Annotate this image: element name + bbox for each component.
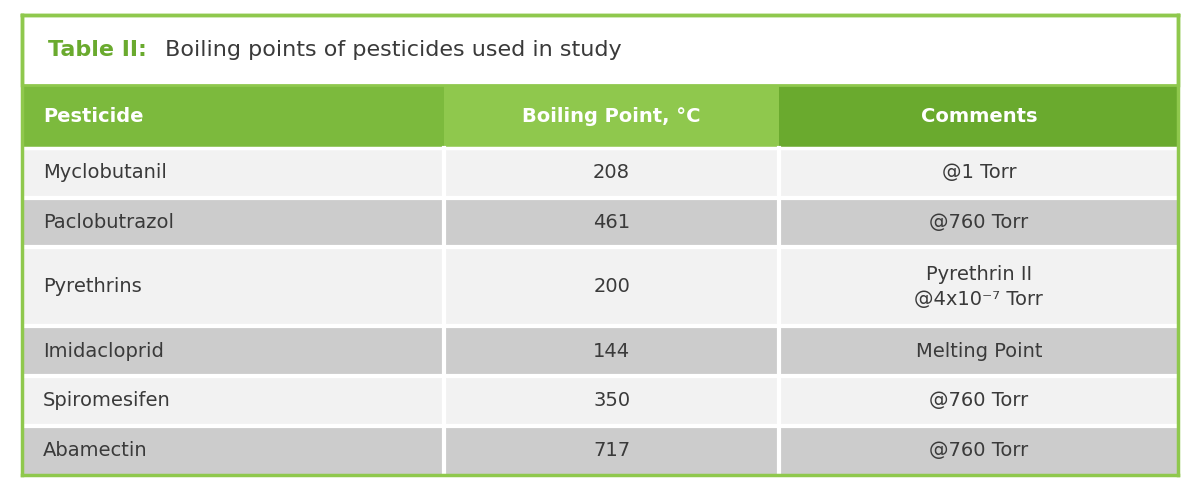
Text: 461: 461: [593, 213, 630, 232]
Bar: [22, 148, 1178, 197]
Bar: [22, 326, 1178, 376]
Text: Imidacloprid: Imidacloprid: [43, 342, 164, 361]
Text: Boiling points of pesticides used in study: Boiling points of pesticides used in stu…: [158, 40, 622, 60]
Text: Melting Point: Melting Point: [916, 342, 1042, 361]
Text: @760 Torr: @760 Torr: [929, 213, 1028, 232]
Text: Pyrethrins: Pyrethrins: [43, 277, 142, 296]
Text: Comments: Comments: [920, 107, 1037, 126]
Text: Table II:: Table II:: [48, 40, 146, 60]
Text: Myclobutanil: Myclobutanil: [43, 163, 167, 182]
Text: Pyrethrin II
@4x10⁻⁷ Torr: Pyrethrin II @4x10⁻⁷ Torr: [914, 265, 1043, 309]
Bar: [22, 247, 1178, 326]
Text: @1 Torr: @1 Torr: [942, 163, 1016, 182]
Text: 200: 200: [593, 277, 630, 296]
Text: Pesticide: Pesticide: [43, 107, 144, 126]
Text: 208: 208: [593, 163, 630, 182]
Text: 144: 144: [593, 342, 630, 361]
Text: @760 Torr: @760 Torr: [929, 441, 1028, 460]
Text: Paclobutrazol: Paclobutrazol: [43, 213, 174, 232]
Bar: [444, 85, 779, 148]
Text: 350: 350: [593, 392, 630, 410]
Bar: [22, 376, 1178, 426]
Bar: [22, 85, 444, 148]
Bar: [779, 85, 1178, 148]
Text: @760 Torr: @760 Torr: [929, 392, 1028, 410]
Text: 717: 717: [593, 441, 630, 460]
Bar: [22, 426, 1178, 475]
Bar: [22, 197, 1178, 247]
Text: Boiling Point, °C: Boiling Point, °C: [522, 107, 701, 126]
Text: Spiromesifen: Spiromesifen: [43, 392, 170, 410]
Text: Abamectin: Abamectin: [43, 441, 148, 460]
Bar: [22, 15, 1178, 85]
